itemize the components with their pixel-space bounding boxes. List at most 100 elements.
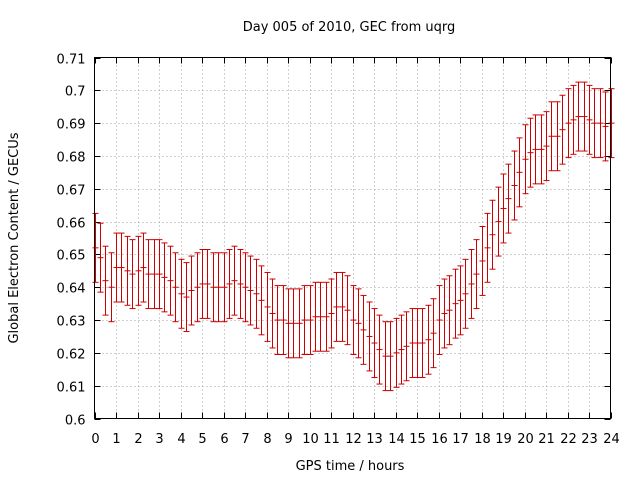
x-tick-label: 23 xyxy=(581,432,598,447)
x-tick-label: 18 xyxy=(474,432,491,447)
error-bar xyxy=(538,114,545,185)
error-bar xyxy=(221,252,228,323)
error-bar xyxy=(183,262,190,333)
error-bar xyxy=(204,248,211,319)
error-bar xyxy=(328,278,335,349)
error-bar xyxy=(376,314,383,385)
error-bar xyxy=(317,281,324,352)
error-bar xyxy=(532,114,539,185)
error-bar xyxy=(468,248,475,319)
error-bar xyxy=(581,81,588,152)
error-bar xyxy=(479,226,486,296)
error-bar xyxy=(301,285,308,356)
error-bar xyxy=(258,265,265,336)
error-bar xyxy=(135,235,142,306)
x-tick-label: 16 xyxy=(431,432,448,447)
error-bar xyxy=(339,271,346,342)
error-bar xyxy=(522,124,529,195)
x-tick-label: 0 xyxy=(91,432,99,447)
error-bar xyxy=(156,239,163,310)
error-bar xyxy=(231,245,238,316)
y-tick-label: 0.69 xyxy=(57,118,86,133)
error-bar xyxy=(140,232,147,303)
error-bar xyxy=(296,288,303,359)
error-bar xyxy=(516,137,523,208)
x-tick-label: 2 xyxy=(134,432,142,447)
error-bar xyxy=(505,163,512,234)
error-bar xyxy=(548,101,555,172)
error-bars xyxy=(92,81,615,392)
error-bar xyxy=(441,278,448,349)
error-bar xyxy=(247,255,254,326)
error-bar xyxy=(253,258,260,329)
x-tick-label: 17 xyxy=(452,432,469,447)
error-bar xyxy=(554,101,561,172)
x-tick-label: 4 xyxy=(177,432,185,447)
error-bar xyxy=(108,252,115,323)
error-bar xyxy=(457,265,464,336)
error-bar xyxy=(586,84,593,155)
error-bar xyxy=(237,248,244,319)
error-bar xyxy=(215,252,222,323)
error-bar xyxy=(274,285,281,356)
error-bar xyxy=(608,88,615,159)
error-bar xyxy=(602,91,609,162)
y-tick-label: 0.61 xyxy=(57,381,86,396)
error-bar xyxy=(290,288,297,359)
error-bar xyxy=(597,88,604,159)
error-bar xyxy=(565,88,572,159)
y-tick-label: 0.65 xyxy=(57,249,86,264)
error-bar xyxy=(307,285,314,356)
x-tick-labels: 0 1 2 3 4 5 6 7 8 9 10 11 12 13 14 15 16 17 18 19 20 21 22 23 24 xyxy=(91,432,619,447)
error-bar xyxy=(145,239,152,310)
y-tick-label: 0.63 xyxy=(57,315,86,330)
error-bar xyxy=(387,321,394,392)
error-bar xyxy=(264,271,271,342)
error-bar xyxy=(511,150,518,221)
error-bar xyxy=(188,255,195,326)
x-tick-label: 24 xyxy=(603,432,620,447)
error-bar xyxy=(430,298,437,369)
error-bar xyxy=(559,94,566,165)
x-axis-label: GPS time / hours xyxy=(296,459,405,474)
x-tick-label: 22 xyxy=(560,432,577,447)
y-tick-labels: 0.6 0.61 0.62 0.63 0.64 0.65 0.66 0.67 0.68 0.69 0… xyxy=(57,53,86,429)
x-tick-label: 11 xyxy=(323,432,340,447)
x-tick-label: 15 xyxy=(409,432,426,447)
error-bar xyxy=(161,242,168,313)
error-bar xyxy=(167,245,174,316)
error-bar xyxy=(366,301,373,372)
error-bar xyxy=(591,88,598,159)
error-bar xyxy=(269,278,276,349)
error-bar xyxy=(473,239,480,310)
error-bar xyxy=(575,81,582,152)
error-bar xyxy=(452,268,459,339)
error-bar xyxy=(242,252,249,323)
error-bar xyxy=(178,258,185,329)
x-tick-label: 6 xyxy=(220,432,228,447)
error-bar xyxy=(403,311,410,382)
x-tick-label: 14 xyxy=(388,432,405,447)
error-bar xyxy=(446,275,453,346)
y-axis-label: Global Electron Content / GECUs xyxy=(7,132,22,343)
y-tick-label: 0.67 xyxy=(57,184,86,199)
x-tick-label: 20 xyxy=(517,432,534,447)
x-tick-label: 13 xyxy=(366,432,383,447)
error-bar xyxy=(333,271,340,342)
x-tick-label: 10 xyxy=(302,432,319,447)
axis-ticks xyxy=(94,57,612,420)
x-tick-label: 7 xyxy=(241,432,249,447)
y-tick-label: 0.68 xyxy=(57,151,86,166)
x-tick-label: 1 xyxy=(112,432,120,447)
x-tick-label: 21 xyxy=(538,432,555,447)
error-bar xyxy=(527,117,534,188)
error-bar xyxy=(92,212,99,283)
x-tick-label: 19 xyxy=(495,432,512,447)
error-bar xyxy=(419,308,426,378)
y-tick-label: 0.64 xyxy=(57,282,86,297)
x-tick-label: 3 xyxy=(155,432,163,447)
x-tick-label: 9 xyxy=(284,432,292,447)
error-bar xyxy=(398,314,405,385)
error-bar xyxy=(436,285,443,356)
error-bar xyxy=(543,111,550,182)
